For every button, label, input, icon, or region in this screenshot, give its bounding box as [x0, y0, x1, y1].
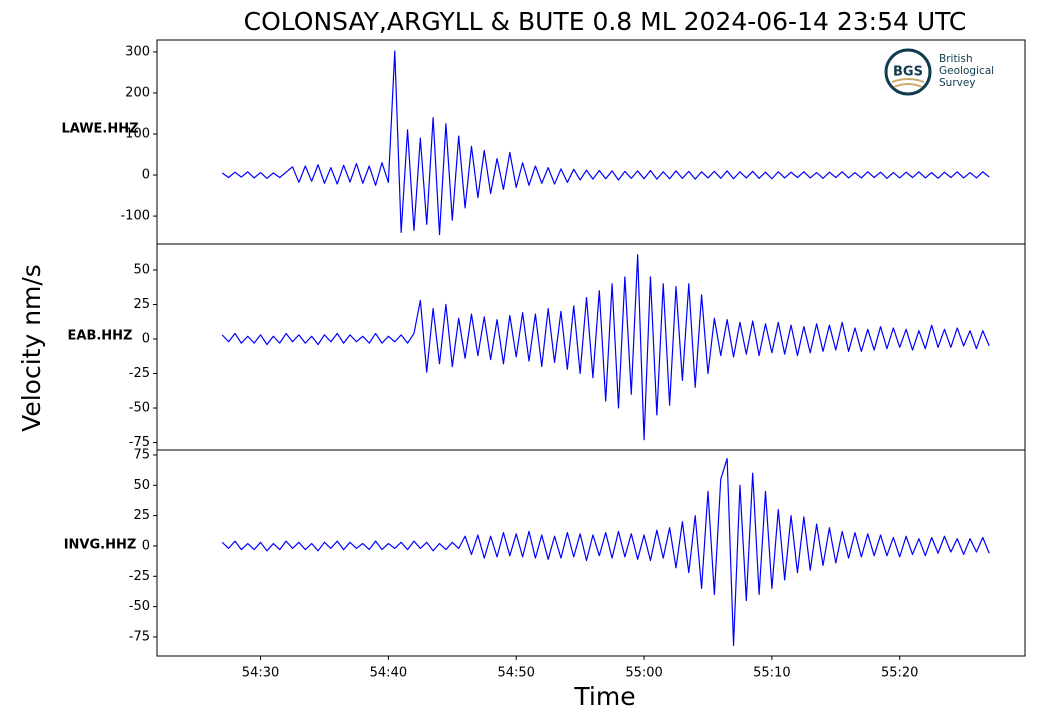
logo-ring — [884, 48, 932, 96]
logo-text: Survey — [939, 77, 976, 89]
station-label: LAWE.HHZ — [61, 122, 138, 137]
y-tick-label: -25 — [129, 569, 150, 584]
x-tick-label: 55:20 — [881, 666, 918, 681]
y-tick-label: -100 — [120, 209, 150, 224]
x-tick-label: 55:10 — [753, 666, 790, 681]
waveform — [221, 458, 990, 647]
x-axis-label: Time — [573, 682, 635, 711]
y-tick-label: 25 — [133, 508, 150, 523]
y-tick-label: -50 — [129, 401, 150, 416]
plot-frame — [156, 449, 1026, 657]
station-label: INVG.HHZ — [64, 538, 137, 553]
y-tick-label: -50 — [129, 599, 150, 614]
waveform — [221, 50, 990, 236]
y-axis-label: Velocity nm/s — [17, 264, 46, 432]
y-tick-label: 200 — [125, 85, 150, 100]
chart-title: COLONSAY,ARGYLL & BUTE 0.8 ML 2024-06-14… — [244, 7, 967, 36]
x-tick-label: 54:40 — [370, 666, 407, 681]
y-tick-label: -25 — [129, 366, 150, 381]
x-tick-label: 55:00 — [625, 666, 662, 681]
y-tick-label: 0 — [142, 538, 150, 553]
logo-wave — [891, 78, 925, 83]
y-tick-label: 75 — [133, 447, 150, 462]
logo: BGS British Geological Survey — [884, 48, 994, 96]
logo-mark: BGS — [893, 65, 923, 80]
y-tick-label: 25 — [133, 297, 150, 312]
logo-text: British — [939, 53, 973, 65]
waveform — [221, 254, 990, 441]
logo-text: Geological — [939, 65, 994, 77]
x-tick-label: 54:30 — [242, 666, 279, 681]
y-tick-label: 50 — [133, 478, 150, 493]
logo-wave — [893, 83, 923, 88]
y-tick-label: 100 — [125, 126, 150, 141]
y-tick-label: 50 — [133, 262, 150, 277]
y-tick-label: -75 — [129, 629, 150, 644]
x-tick-label: 54:50 — [497, 666, 534, 681]
y-tick-label: 0 — [142, 168, 150, 183]
y-tick-label: 300 — [125, 44, 150, 59]
y-tick-label: 0 — [142, 331, 150, 346]
y-tick-label: -75 — [129, 435, 150, 450]
station-label: EAB.HHZ — [68, 329, 133, 344]
